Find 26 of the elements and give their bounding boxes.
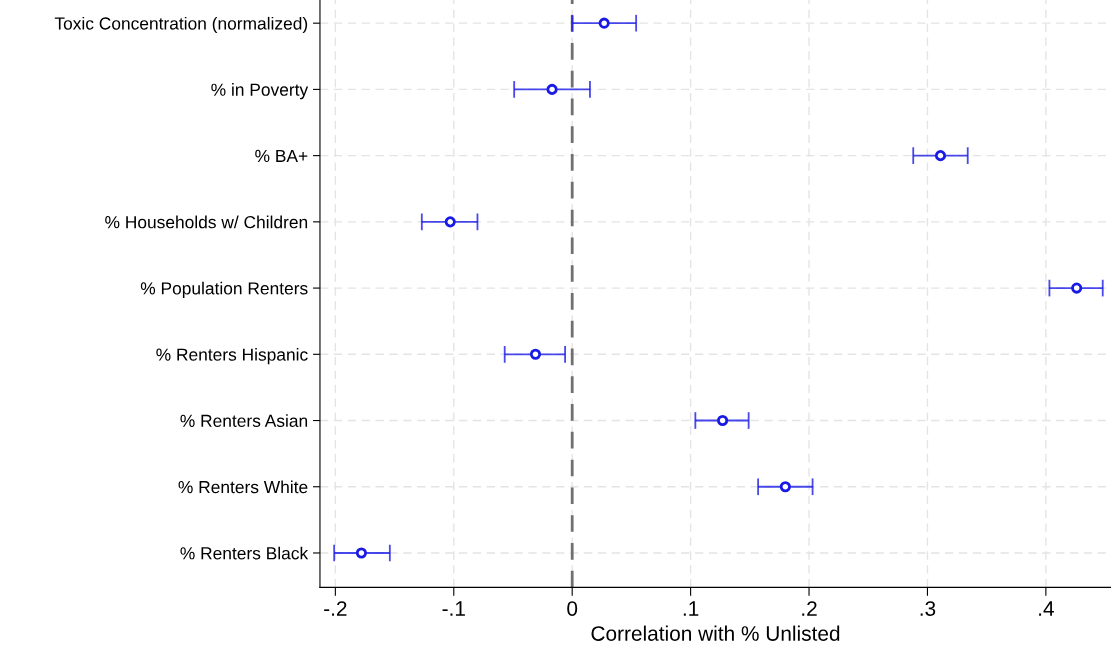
point (598, 17, 610, 29)
y-tick-label: % Renters Asian (180, 414, 308, 427)
x-tick-label: .1 (683, 601, 699, 616)
y-tick-label: % BA+ (255, 149, 308, 163)
point (934, 150, 947, 162)
y-tick-label: % Population Renters (140, 281, 308, 298)
point (529, 348, 542, 360)
point (546, 83, 558, 95)
y-tick-label: % in Poverty (211, 83, 309, 100)
point (779, 481, 791, 493)
x-tick-label: -.1 (442, 601, 465, 616)
point (355, 547, 367, 559)
point (1071, 282, 1083, 294)
y-tick-label: Toxic Concentration (normalized) (54, 16, 308, 34)
y-tick-label: % Renters Black (180, 546, 309, 560)
x-tick-label: 0 (567, 601, 578, 616)
x-tick-label: .3 (920, 601, 936, 616)
y-tick-label: % Renters Hispanic (156, 348, 308, 365)
y-tick-label: % Households w/ Children (105, 215, 308, 229)
x-tick-label: -.2 (324, 601, 347, 616)
x-axis-title: Correlation with % Unlisted (591, 625, 840, 641)
point (444, 216, 456, 228)
x-tick-label: .2 (802, 601, 817, 616)
x-tick-label: .4 (1039, 601, 1054, 616)
y-tick-label: % Renters White (178, 480, 308, 494)
point (717, 414, 729, 427)
